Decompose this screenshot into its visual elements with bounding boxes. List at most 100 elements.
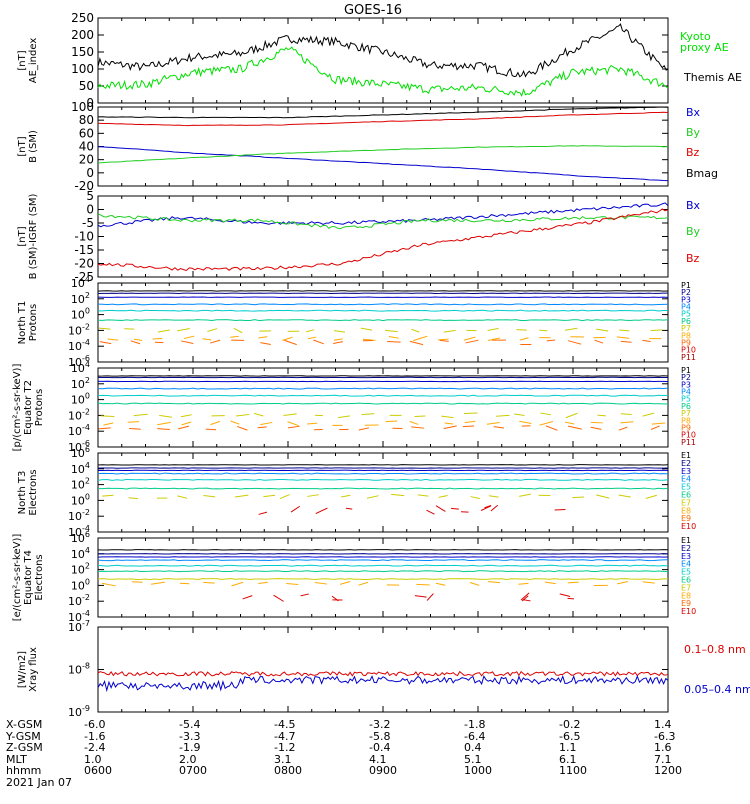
bsm-series-line [98,112,668,125]
y-tick-exponent: -7 [82,619,90,628]
y-axis-label-line: B (SM)-IGRF (SM) [28,194,39,280]
y-tick-label: 250 [71,11,94,25]
protons_north-legend-item: P11 [681,353,696,362]
ae-panel-frame [98,18,668,103]
protons_equator-series-fragment [445,423,454,424]
protons_equator-series-fragment [182,422,192,425]
protons_equator-series-fragment [651,426,660,430]
y-tick-label: 100 [71,100,94,114]
electrons_equator-series-line [98,565,668,566]
electrons_equator-series-fragment [203,582,215,583]
y-tick-exponent: -4 [82,423,90,432]
protons_equator-series-fragment [181,415,192,417]
y-tick-label: 104 [71,461,90,476]
protons_north-series-fragment [642,340,650,341]
electron-low-fragment [291,506,300,512]
ephemeris-value: 0600 [84,764,112,777]
electron-low-fragment [436,506,445,512]
protons_equator-series-fragment [619,427,627,430]
y-tick-exponent: -2 [82,322,90,331]
protons_north-series-line [98,304,668,305]
electrons_north-series-fragment [129,498,138,499]
y-tick-exponent: 6 [85,530,90,539]
protons_north-series-fragment [488,328,499,330]
y-tick-label: 104 [71,275,90,290]
protons_equator-series-fragment [565,422,574,424]
protons_north-series-fragment [202,339,211,340]
bigrf-legend-bx: Bx [686,199,701,212]
y-axis-label-line: B (SM) [28,130,39,163]
y-tick-label: 200 [71,28,94,42]
bigrf-legend-bz: Bz [686,252,700,265]
electrons_equator-series-fragment [416,584,429,585]
protons_north-series-fragment [108,339,118,340]
xray-legend-short: 0.05–0.4 nm [684,683,750,696]
electrons_north-series-fragment [235,495,248,497]
protons_north-series-fragment [438,339,448,340]
protons_north-series-fragment [230,336,239,337]
protons_north-series-fragment [385,330,398,331]
electrons_north-series-fragment [367,496,379,499]
ephemeris-value: 1100 [559,764,587,777]
protons_equator-series-fragment [128,422,139,423]
electrons_equator-series-fragment [643,582,655,583]
protons_north-series-fragment [282,337,292,340]
electrons_north-series-line [98,473,668,474]
y-axis-label-line: Xray flux [28,647,39,692]
protons_north-series-fragment [621,341,632,342]
y-axis-label-line: [nT] [17,136,28,156]
protons_north-series-fragment [234,328,242,332]
protons_equator-series-fragment [288,422,299,426]
protons_equator-series-line [98,388,668,389]
protons_north-series-fragment [413,336,427,340]
y-axis-label-line: Electrons [28,469,39,515]
y-tick-label: 80 [79,113,94,127]
protons_north-series-fragment [516,330,526,331]
y-tick-label: 50 [79,79,94,93]
electrons_north-series-fragment [572,497,584,498]
protons_equator-legend-item: P11 [681,438,696,447]
electrons_north-series-fragment [489,496,499,497]
protons_equator-series-fragment [159,415,172,417]
protons_north-series-fragment [464,337,475,340]
protons_equator-series-fragment [540,422,553,426]
protons_equator-series-fragment [254,413,263,416]
y-tick-exponent: 4 [85,546,90,555]
y-tick-label: 60 [79,126,94,140]
electrons_north-series-fragment [596,495,609,498]
protons_north-series-line [98,320,668,321]
protons_equator-series-fragment [236,414,249,416]
y-tick-exponent: -8 [82,662,90,671]
protons_north-series-fragment [210,340,220,343]
protons_equator-series-fragment [568,426,582,429]
electron-low-fragment [243,596,253,599]
protons_equator-series-fragment [98,428,110,429]
protons_equator-series-fragment [157,429,170,430]
protons_equator-series-fragment [288,426,299,428]
y-tick-label: 106 [71,530,90,545]
y-tick-label: 10-2 [68,593,90,608]
y-tick-exponent: 0 [85,392,90,401]
protons_equator-series-fragment [129,428,141,429]
protons_equator-series-fragment [231,421,240,424]
electron-low-fragment [491,505,498,511]
protons_equator-series-fragment [237,426,247,430]
protons_north-series-fragment [410,341,423,344]
protons_equator-series-fragment [652,423,665,424]
protons_north-series-fragment [158,330,170,332]
electron-low-fragment [301,594,309,596]
protons_north-series-fragment [207,329,217,332]
electron-low-fragment [523,600,531,601]
y-tick-label: 100 [71,492,90,507]
bsm-legend-bz: Bz [686,146,700,159]
electrons_equator-series-fragment [545,582,556,584]
y-tick-exponent: -9 [82,704,90,713]
y-tick-label: 100 [71,62,94,76]
electrons_equator-series-fragment [132,582,142,583]
protons_equator-series-fragment [620,422,633,423]
protons_equator-series-fragment [178,426,189,429]
y-tick-label: 40 [79,140,94,154]
